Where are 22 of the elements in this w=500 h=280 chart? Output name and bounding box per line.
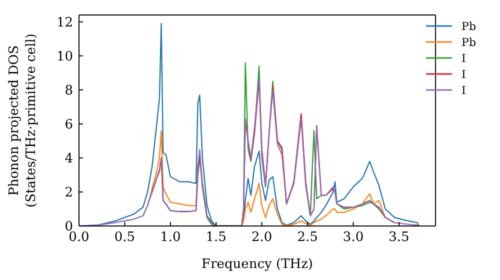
- y-axis-title: Phonon projected DOS (States/THz·primitive cell): [7, 33, 39, 208]
- x-axis-title: Frequency (THz): [202, 257, 313, 272]
- y-tick-label: 10: [56, 49, 73, 64]
- line-series: [79, 77, 420, 226]
- y-tick-label: 8: [64, 83, 73, 98]
- legend-label: Pb: [462, 36, 476, 48]
- y-tick-label: 4: [64, 152, 73, 167]
- x-tick-label: 2.5: [297, 230, 318, 246]
- legend-label: Pb: [462, 20, 476, 32]
- x-tick-label: 3.0: [342, 230, 364, 246]
- x-tick-label: 0.5: [114, 230, 136, 246]
- legend-label: I: [462, 52, 466, 64]
- legend-label: I: [462, 68, 466, 80]
- y-tick-label: 12: [56, 15, 73, 30]
- y-tick-label: 2: [64, 186, 73, 201]
- x-tick-label: 1.0: [160, 230, 181, 246]
- legend-label: I: [462, 84, 466, 96]
- x-tick-label: 0.0: [68, 230, 90, 246]
- x-tick-label: 2.0: [252, 230, 272, 246]
- x-tick-label: 3.5: [388, 230, 410, 246]
- y-tick-label: 6: [64, 118, 73, 133]
- x-tick-label: 1.5: [206, 230, 226, 246]
